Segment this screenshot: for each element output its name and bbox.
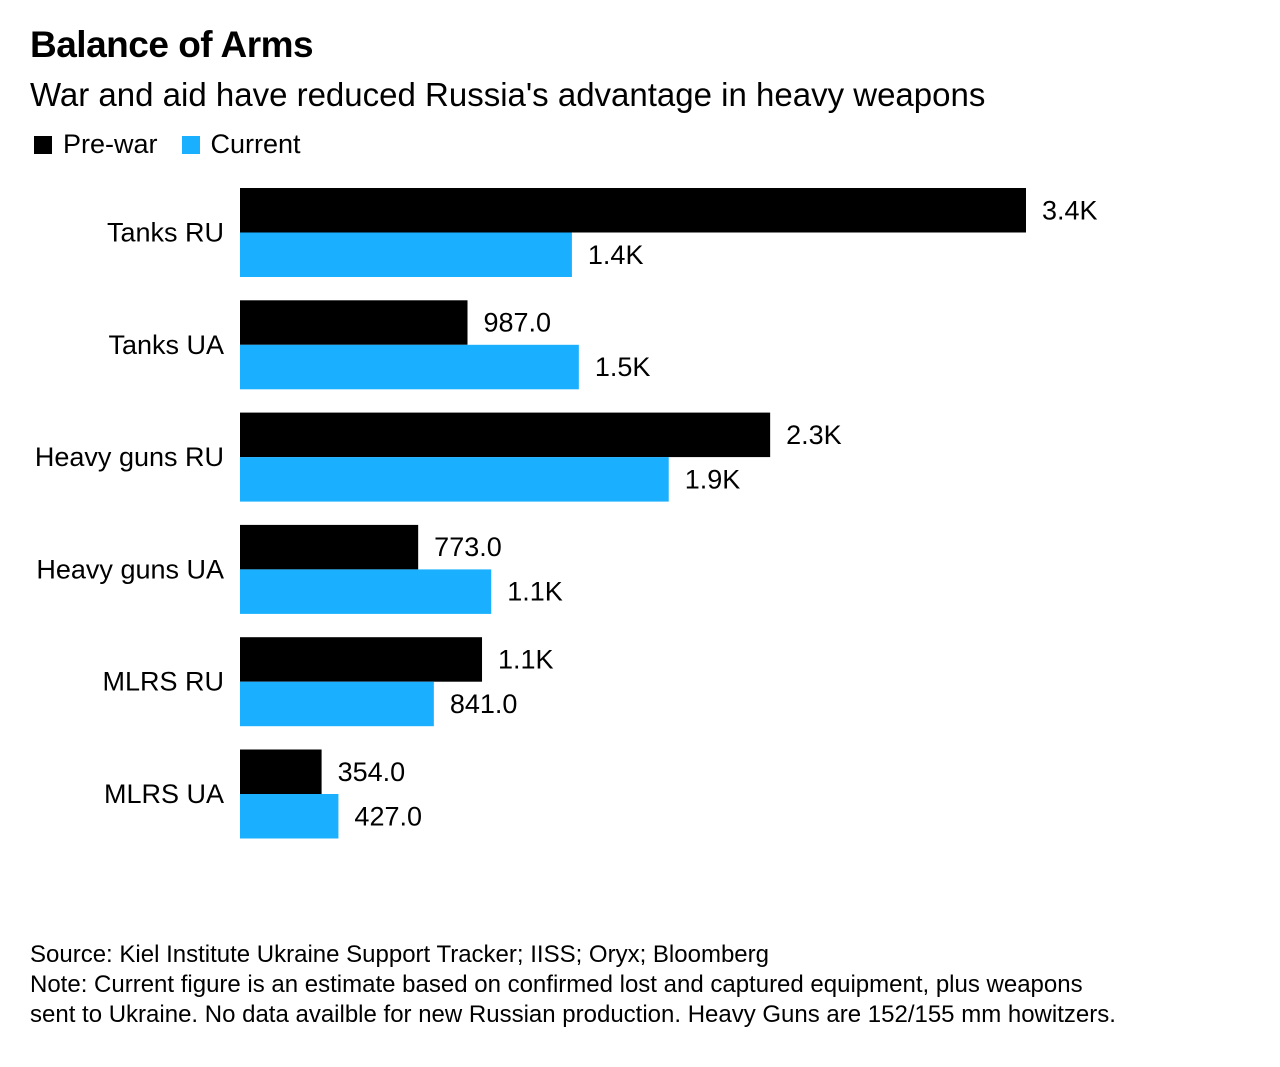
bar-mlrs-ru-pre-war [240, 637, 483, 682]
legend-swatch-pre-war [34, 135, 52, 154]
data-label-mlrs-ua-current: 427.0 [354, 801, 422, 831]
bar-heavy-guns-ua-current [240, 569, 492, 614]
data-label-mlrs-ru-current: 841.0 [450, 689, 518, 719]
data-label-tanks-ru-current: 1.4K [588, 240, 644, 270]
bar-heavy-guns-ua-pre-war [240, 524, 419, 570]
bar-mlrs-ru-current [240, 681, 434, 727]
legend-item-current: Current [181, 129, 301, 160]
bar-mlrs-ua-current [240, 794, 339, 839]
category-label-tanks-ua: Tanks UA [108, 330, 224, 360]
legend-label-current: Current [210, 129, 301, 159]
bar-mlrs-ua-pre-war [240, 749, 322, 794]
note-line-1: Note: Current figure is an estimate base… [30, 971, 1083, 998]
legend-label-pre-war: Pre-war [63, 129, 158, 159]
source-text: Source: Kiel Institute Ukraine Support T… [30, 941, 769, 968]
chart-title: Balance of Arms [30, 24, 314, 65]
bar-tanks-ua-current [240, 344, 579, 390]
data-label-heavy-guns-ru-current: 1.9K [685, 464, 741, 494]
legend-item-pre-war: Pre-war [34, 129, 158, 160]
footer: Source: Kiel Institute Ukraine Support T… [30, 940, 1116, 1030]
category-label-heavy-guns-ru: Heavy guns RU [35, 442, 224, 472]
bar-tanks-ru-current [240, 232, 572, 277]
data-label-heavy-guns-ua-pre-war: 773.0 [434, 532, 502, 562]
data-label-tanks-ru-pre-war: 3.4K [1042, 195, 1098, 225]
data-label-heavy-guns-ru-pre-war: 2.3K [786, 420, 842, 450]
bar-tanks-ua-pre-war [240, 300, 468, 345]
data-label-heavy-guns-ua-current: 1.1K [507, 577, 563, 607]
category-label-tanks-ru: Tanks RU [107, 218, 224, 248]
bar-heavy-guns-ru-current [240, 457, 669, 502]
data-label-tanks-ua-current: 1.5K [595, 352, 651, 382]
chart-subtitle: War and aid have reduced Russia's advant… [30, 76, 986, 113]
bar-tanks-ru-pre-war [240, 188, 1027, 233]
data-label-tanks-ua-pre-war: 987.0 [484, 308, 552, 338]
legend-swatch-current [181, 135, 200, 154]
category-label-heavy-guns-ua: Heavy guns UA [36, 554, 224, 584]
note-line-2: sent to Ukraine. No data availble for ne… [30, 1001, 1116, 1028]
bar-heavy-guns-ru-pre-war [240, 412, 771, 458]
data-label-mlrs-ua-pre-war: 354.0 [338, 757, 406, 787]
data-label-mlrs-ru-pre-war: 1.1K [498, 644, 554, 674]
legend: Pre-war Current [34, 129, 325, 160]
category-label-mlrs-ru: MLRS RU [102, 667, 224, 697]
category-label-mlrs-ua: MLRS UA [104, 779, 224, 809]
